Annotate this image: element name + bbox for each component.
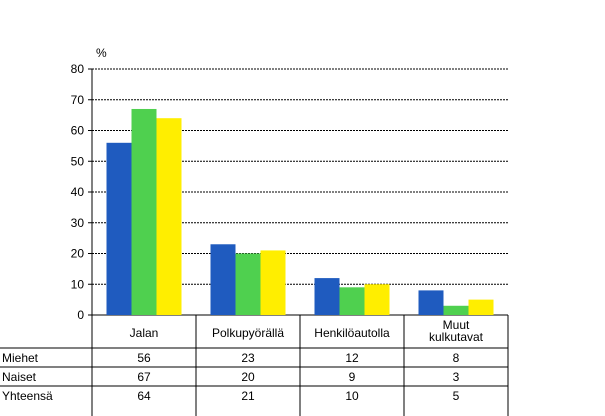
y-tick-label: 30: [71, 216, 85, 230]
series-label: Naiset: [2, 370, 37, 384]
category-label: Polkupyörällä: [212, 326, 284, 340]
category-label: Jalan: [130, 326, 159, 340]
data-label: 9: [349, 370, 356, 384]
data-label: 64: [137, 389, 151, 403]
bar-0-1: [210, 244, 236, 315]
data-label: 5: [453, 389, 460, 403]
bar-1-0: [131, 108, 157, 315]
bar-0-2: [314, 278, 340, 315]
data-label: 3: [453, 370, 460, 384]
category-label: Henkilöautolla: [314, 326, 390, 340]
data-label: 67: [137, 370, 151, 384]
y-tick-label: 40: [71, 185, 85, 199]
bar-0-3: [418, 290, 444, 315]
y-tick-label: 10: [71, 277, 85, 291]
data-table: Jalan Polkupyörällä Henkilöautolla Muutkulk…: [0, 315, 509, 416]
series-label: Miehet: [2, 351, 39, 365]
bar-1-3: [443, 305, 469, 315]
y-tick-label: 0: [77, 308, 84, 322]
data-label: 12: [345, 351, 359, 365]
bar-0-0: [106, 142, 132, 315]
category-label: Muut: [443, 318, 470, 332]
y-tick-label: 20: [71, 247, 85, 261]
y-tick-label: 60: [71, 124, 85, 138]
y-tick-label: 80: [71, 62, 85, 76]
series-label: Yhteensä: [2, 389, 53, 403]
data-label: 8: [453, 351, 460, 365]
y-tick-label: 70: [71, 93, 85, 107]
y-tick-label: 50: [71, 154, 85, 168]
bar-1-1: [235, 253, 261, 315]
data-label: 21: [241, 389, 255, 403]
y-axis-unit-label: %: [96, 46, 107, 60]
bar-2-1: [260, 250, 286, 315]
bar-2-2: [364, 284, 390, 315]
bar-2-3: [468, 299, 494, 315]
bar-2-0: [156, 118, 182, 315]
data-label: 23: [241, 351, 255, 365]
y-axis: 0 10 20 30 40 50 60 70 80: [71, 62, 93, 322]
data-label: 56: [137, 351, 151, 365]
category-label: kulkutavat: [429, 330, 484, 344]
data-label: 10: [345, 389, 359, 403]
data-label: 20: [241, 370, 255, 384]
bars: [106, 108, 494, 315]
bar-1-2: [339, 287, 365, 315]
